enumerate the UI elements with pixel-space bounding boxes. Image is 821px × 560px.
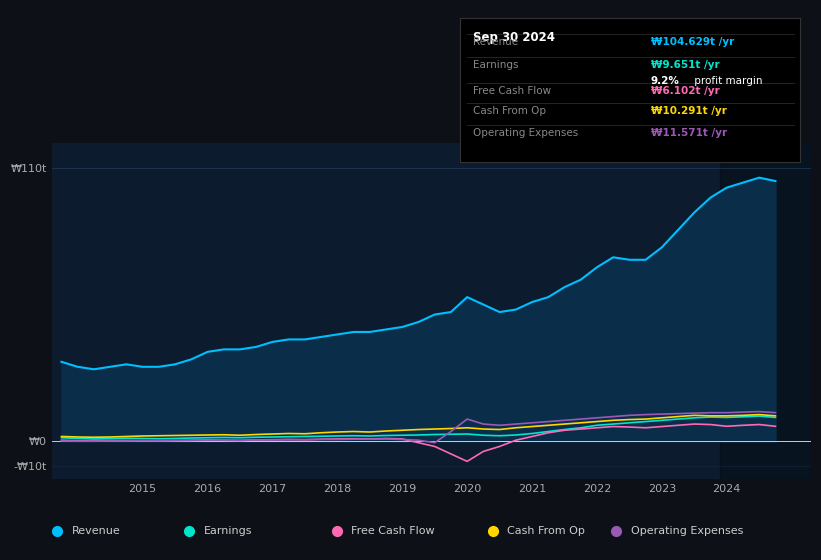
Text: ₩10.291t /yr: ₩10.291t /yr (650, 106, 727, 116)
Text: ₩104.629t /yr: ₩104.629t /yr (650, 37, 734, 46)
Text: Operating Expenses: Operating Expenses (474, 128, 579, 138)
Text: Cash From Op: Cash From Op (474, 106, 547, 116)
Text: Cash From Op: Cash From Op (507, 526, 585, 535)
Text: profit margin: profit margin (691, 77, 763, 86)
Bar (720, 143, 811, 479)
Text: Revenue: Revenue (72, 526, 121, 535)
Text: 9.2%: 9.2% (650, 77, 680, 86)
Text: ₩9.651t /yr: ₩9.651t /yr (650, 60, 719, 70)
Text: Free Cash Flow: Free Cash Flow (474, 86, 552, 96)
Text: Sep 30 2024: Sep 30 2024 (474, 31, 555, 44)
Text: Free Cash Flow: Free Cash Flow (351, 526, 435, 535)
Text: Earnings: Earnings (474, 60, 519, 70)
Text: Earnings: Earnings (204, 526, 252, 535)
Text: Operating Expenses: Operating Expenses (631, 526, 743, 535)
Text: ₩6.102t /yr: ₩6.102t /yr (650, 86, 719, 96)
Text: Revenue: Revenue (474, 37, 519, 46)
Text: ₩11.571t /yr: ₩11.571t /yr (650, 128, 727, 138)
